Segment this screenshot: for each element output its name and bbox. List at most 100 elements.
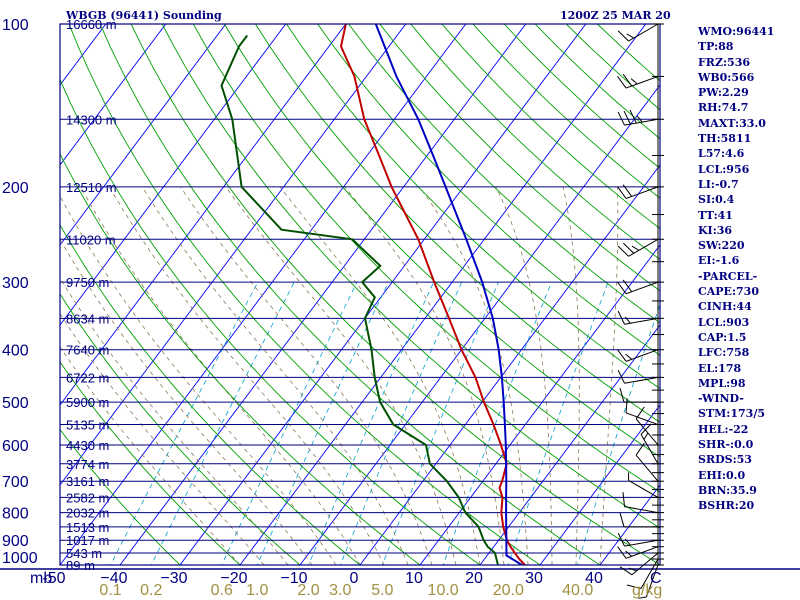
height-label: 1513 m <box>66 520 109 535</box>
moist-adiabat-line <box>344 186 505 565</box>
index-item: -WIND- <box>698 392 744 406</box>
dry-adiabat-lines <box>60 24 660 565</box>
wind-barb-feather <box>624 316 631 324</box>
index-item: EHI:0.0 <box>698 468 746 482</box>
wind-barb <box>640 434 659 465</box>
pressure-tick-label: 200 <box>2 180 29 197</box>
dry-adiabat-line <box>60 361 241 565</box>
wind-barb-feather <box>622 184 633 197</box>
index-item: CAPE:730 <box>698 285 759 299</box>
height-label: 7640 m <box>66 343 109 358</box>
wind-barb-feather <box>622 279 633 292</box>
index-item: SI:0.4 <box>698 193 735 207</box>
pressure-tick-label: 500 <box>2 395 29 412</box>
index-item: SHR-:0.0 <box>698 438 754 452</box>
index-item: PW:2.29 <box>698 86 749 100</box>
height-label: 14300 m <box>66 112 117 127</box>
wind-barb-feather <box>617 111 625 126</box>
mixing-ratio-line <box>442 281 552 565</box>
index-item: LCL:956 <box>698 162 750 176</box>
mixing-ratio-unit-label: g/kg <box>632 582 662 599</box>
wind-barb-feather <box>626 584 642 589</box>
mixing-ratio-line <box>339 281 463 565</box>
mixing-ratio-label: 0.2 <box>140 582 162 599</box>
index-item: EI:-1.6 <box>698 254 740 268</box>
wind-barb-feather <box>619 512 625 527</box>
wind-barb-feather <box>617 546 627 559</box>
index-item: -PARCEL- <box>698 269 758 283</box>
wind-barb-feather <box>617 75 627 89</box>
plot-border <box>59 23 661 566</box>
temperature-unit-label: C <box>650 570 662 587</box>
dewpoint-profile-line <box>220 34 499 565</box>
isotherm-line <box>60 24 407 486</box>
moist-adiabat-line <box>225 186 457 565</box>
wind-barb-feather <box>617 532 625 547</box>
moist-adiabat-line <box>562 186 580 565</box>
mixing-ratio-line <box>308 281 435 565</box>
wind-barb-feather <box>619 388 625 403</box>
wind-barb <box>645 564 659 598</box>
index-item: FRZ:536 <box>698 55 751 69</box>
wind-barb-feather <box>617 30 629 42</box>
wind-barb-feather <box>636 115 643 123</box>
temperature-tick-label: 30 <box>525 570 543 587</box>
moist-adiabat-line <box>180 186 433 565</box>
sounding-profiles <box>220 24 526 565</box>
wind-barb-feather <box>625 550 633 557</box>
height-label: 1017 m <box>66 533 109 548</box>
index-item: HEL:-22 <box>698 422 749 436</box>
wind-barb-feather <box>643 432 649 440</box>
plot-frame <box>0 23 800 570</box>
mixing-ratio-label: 0.6 <box>211 582 233 599</box>
wind-barb <box>624 317 659 325</box>
isotherm-line <box>359 164 660 565</box>
isotherm-line <box>60 24 347 406</box>
temperature-tick-label: 20 <box>465 570 483 587</box>
isotherm-line <box>60 24 287 326</box>
mixing-ratio-label: 10.0 <box>428 582 459 599</box>
moist-adiabat-line <box>141 186 409 565</box>
index-item: L57:4.6 <box>698 147 745 161</box>
mixing-ratio-line <box>221 281 358 565</box>
temperature-tick-label: 0 <box>350 570 359 587</box>
temperature-profile-line <box>339 24 526 565</box>
wind-barb-feather <box>628 567 637 572</box>
wind-barb-feather <box>630 78 638 85</box>
pressure-tick-label: 700 <box>2 474 29 491</box>
height-label: 9750 m <box>66 275 109 290</box>
pressure-tick-label: 400 <box>2 343 29 360</box>
isobar-lines <box>60 23 660 566</box>
index-item: KI:36 <box>698 223 733 237</box>
index-item: CAP:1.5 <box>698 330 747 344</box>
height-label: 3774 m <box>66 457 109 472</box>
moist-adiabat-line <box>60 238 313 565</box>
temperature-tick-label: −20 <box>220 570 247 587</box>
wind-barb-feather <box>625 398 628 413</box>
moist-adiabat-line <box>279 186 481 565</box>
height-label: 3161 m <box>66 474 109 489</box>
wind-barb <box>625 349 659 362</box>
wind-barb-feather <box>617 186 627 199</box>
height-label: 11020 m <box>66 232 116 247</box>
wind-barb-feather <box>624 538 631 546</box>
wind-barb-feather <box>617 245 629 257</box>
mixing-ratio-label: 1.0 <box>246 582 268 599</box>
sounding-time: 1200Z 25 MAR 20 <box>560 9 671 22</box>
moist-adiabat-line <box>599 186 619 565</box>
wind-barb <box>624 539 659 547</box>
wind-barb <box>624 376 659 384</box>
wind-barb <box>635 454 659 482</box>
height-label: 2582 m <box>66 490 109 505</box>
height-label: 2032 m <box>66 506 109 521</box>
index-item: RH:74.7 <box>698 101 749 115</box>
wind-barb <box>624 506 659 514</box>
wind-barb-feather <box>623 110 631 125</box>
parcel-profile-line <box>374 24 523 565</box>
isotherm-line <box>479 324 660 565</box>
temperature-tick-label: -50 <box>42 570 65 587</box>
height-label: 6722 m <box>66 370 109 385</box>
height-label: 543 m <box>66 546 102 561</box>
axis-labels: 0.1 0.2 0.6 1.0 2.0 3.0 5.0 10.0 20.0 40.0 g/kg100… <box>2 17 662 599</box>
dry-adiabat-line <box>68 24 541 565</box>
